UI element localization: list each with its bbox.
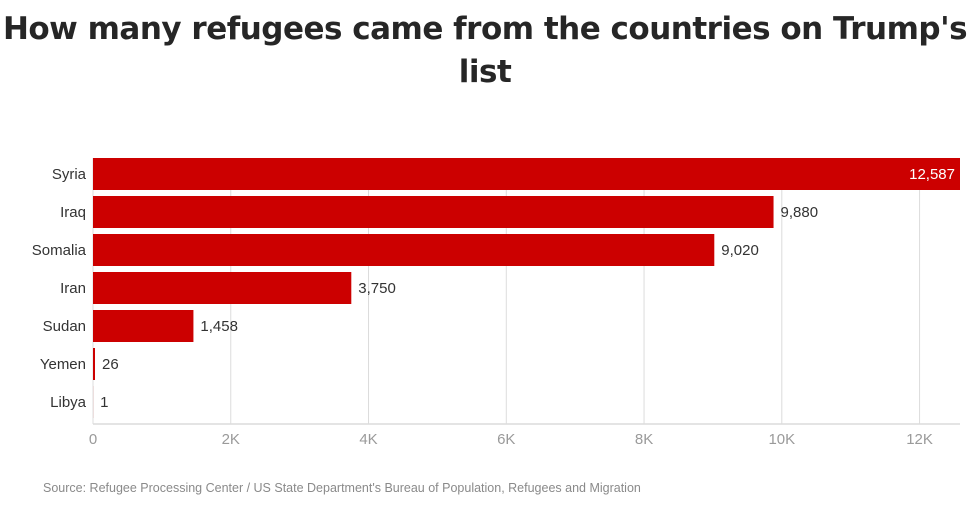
category-label: Sudan [43, 318, 86, 335]
x-tick-label: 2K [222, 431, 240, 448]
data-label: 1,458 [200, 318, 238, 335]
bar [93, 158, 960, 190]
data-label: 9,880 [781, 204, 819, 221]
category-label: Yemen [40, 356, 86, 373]
data-label: 12,587 [909, 166, 955, 183]
data-label: 1 [100, 394, 108, 411]
x-tick-label: 8K [635, 431, 653, 448]
x-tick-label: 12K [906, 431, 933, 448]
x-tick-label: 10K [768, 431, 795, 448]
category-label: Syria [52, 166, 87, 183]
data-label: 9,020 [721, 242, 759, 259]
data-label: 26 [102, 356, 119, 373]
category-label: Somalia [32, 242, 87, 259]
bar [93, 234, 715, 266]
bar [93, 310, 194, 342]
x-tick-label: 6K [497, 431, 515, 448]
category-label: Libya [50, 394, 87, 411]
bar [93, 348, 95, 380]
bar [93, 272, 352, 304]
category-label: Iraq [60, 204, 86, 221]
category-label: Iran [60, 280, 86, 297]
data-label: 3,750 [358, 280, 396, 297]
source-note: Source: Refugee Processing Center / US S… [43, 481, 641, 495]
x-tick-label: 4K [359, 431, 377, 448]
chart-title: How many refugees came from the countrie… [2, 11, 968, 90]
x-tick-label: 0 [89, 431, 97, 448]
bar [93, 196, 774, 228]
